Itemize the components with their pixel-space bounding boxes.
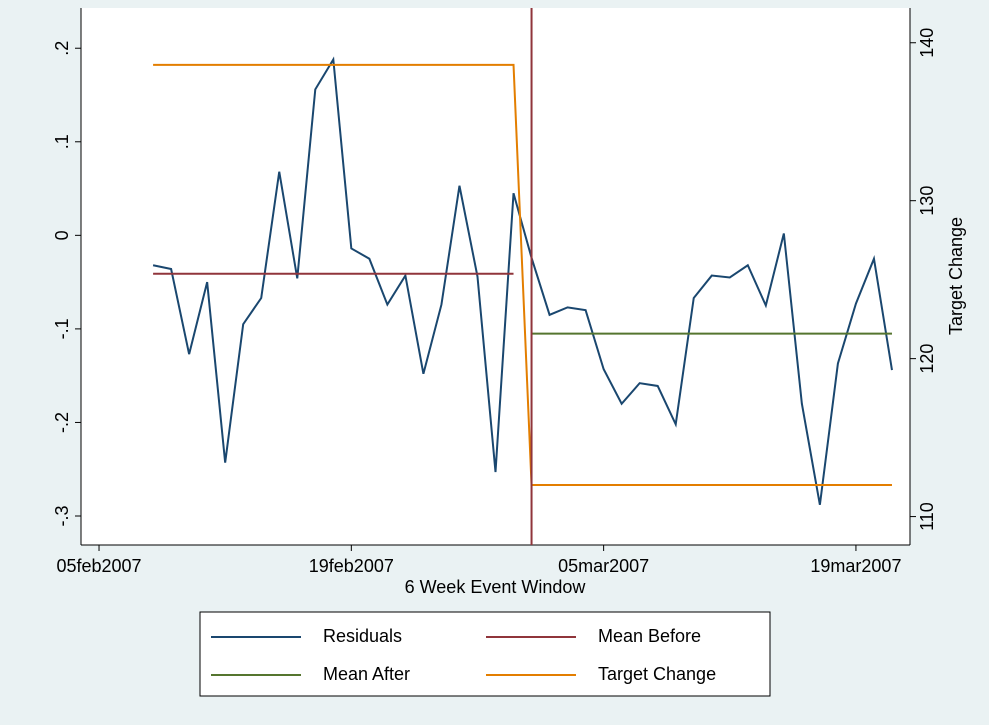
y2-tick-label: 120 [917,344,937,374]
x-tick-label: 05mar2007 [558,556,649,576]
y-tick-label: .1 [52,134,72,149]
x-axis-title: 6 Week Event Window [405,577,587,597]
series-line [153,63,892,486]
y2-tick-label: 130 [917,186,937,216]
y-tick-label: 0 [52,230,72,240]
plot-area [81,8,910,545]
y2-tick-label: 140 [917,28,937,58]
x-tick-label: 19feb2007 [309,556,394,576]
legend [199,611,771,697]
legend-label: Mean After [323,664,410,684]
y2-axis-title: Target Change [946,217,966,335]
series-line [152,56,893,505]
legend-label: Mean Before [598,626,701,646]
x-tick-label: 05feb2007 [56,556,141,576]
y2-tick-label: 110 [917,502,937,531]
y-tick-label: -.2 [52,412,72,433]
x-tick-label: 19mar2007 [810,556,901,576]
y-tick-label: -.1 [52,318,72,339]
legend-label: Target Change [598,664,716,684]
y-tick-label: -.3 [52,505,72,526]
y-tick-label: .2 [52,41,72,56]
legend-label: Residuals [323,626,402,646]
